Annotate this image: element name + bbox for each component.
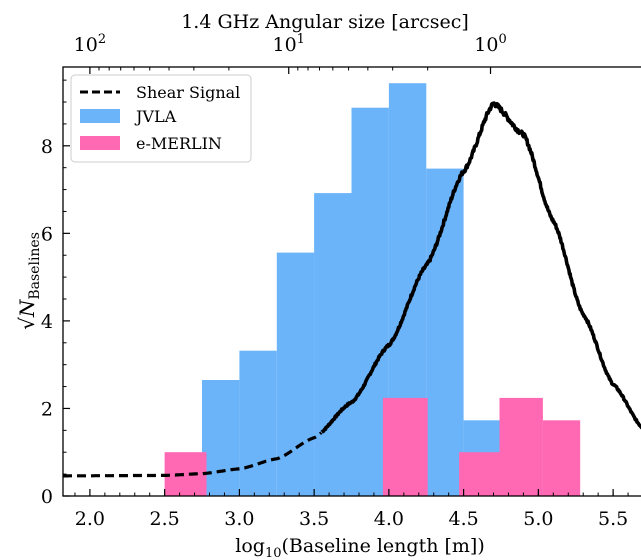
x-tick-label: 5.5 <box>598 508 628 530</box>
e-merlin-bar-3 <box>499 397 543 496</box>
x-axis-label: log10(Baseline length [m]) <box>235 535 485 560</box>
legend-shear-label: Shear Signal <box>136 83 240 102</box>
legend-jvla-swatch <box>80 109 120 123</box>
e-merlin-bar-0 <box>164 452 207 496</box>
shear-signal-dashed <box>63 431 323 478</box>
x-tick-label: 4.5 <box>449 508 479 530</box>
jvla-bar-4 <box>351 107 389 496</box>
x-tick-label: 2.0 <box>75 508 105 530</box>
legend-jvla-label: JVLA <box>134 107 177 126</box>
bottom-x-axis: 2.0 2.5 3.0 3.5 4.0 4.5 5.0 5.5 <box>74 489 629 530</box>
jvla-bar-1 <box>239 350 277 496</box>
x-tick-label: 3.5 <box>299 508 329 530</box>
top-axis-label: 1.4 GHz Angular size [arcsec] <box>181 11 469 33</box>
left-y-axis: 0 2 4 6 8 <box>41 79 70 508</box>
x-tick-label: 5.0 <box>523 508 553 530</box>
y-tick-label: 0 <box>41 486 53 508</box>
plot-frame <box>62 66 641 497</box>
legend: Shear Signal JVLA e-MERLIN <box>70 74 252 163</box>
top-x-axis: 102 101 100 <box>74 32 507 74</box>
y-tick-label: 4 <box>41 311 53 333</box>
legend-emerlin-label: e-MERLIN <box>136 134 222 153</box>
x-tick-label: 3.0 <box>224 508 254 530</box>
jvla-bar-2 <box>276 252 315 496</box>
y-tick-label: 6 <box>41 223 53 245</box>
shear-signal-curve <box>63 101 641 478</box>
e-merlin-bar-4 <box>542 420 581 496</box>
jvla-bar-3 <box>314 193 352 496</box>
jvla-bar-0 <box>202 380 240 496</box>
emerlin-bars <box>164 397 581 496</box>
top-tick-label: 101 <box>272 32 304 56</box>
x-tick-label: 2.5 <box>150 508 180 530</box>
top-tick-label: 102 <box>74 32 106 56</box>
legend-emerlin-swatch <box>80 136 120 150</box>
y-tick-label: 2 <box>41 398 53 420</box>
y-axis-label: √NBaselines <box>15 232 43 330</box>
e-merlin-bar-1 <box>382 397 428 496</box>
top-tick-label: 100 <box>474 32 506 56</box>
y-tick-label: 8 <box>41 136 53 158</box>
shear-signal-band <box>320 101 641 434</box>
e-merlin-bar-2 <box>459 452 500 496</box>
x-tick-label: 4.0 <box>374 508 404 530</box>
